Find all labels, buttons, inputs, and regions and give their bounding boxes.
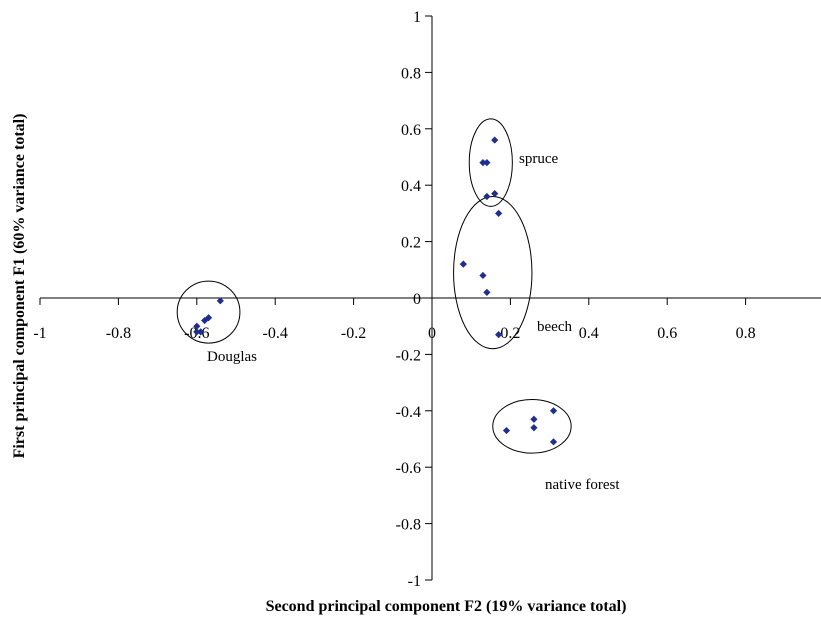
data-point <box>483 192 491 201</box>
data-point <box>530 415 538 423</box>
cluster-ellipses <box>176 118 572 454</box>
data-point <box>479 159 487 167</box>
x-tick-label: 0.6 <box>657 325 677 342</box>
x-tick-label: 0.4 <box>579 325 599 342</box>
x-tick-label: -0.8 <box>106 325 131 342</box>
cluster-ellipse <box>468 118 513 207</box>
y-tick-label: -0.2 <box>396 347 421 364</box>
y-tick-label: 0.4 <box>401 178 421 195</box>
data-point <box>201 316 209 325</box>
data-point <box>483 159 491 167</box>
y-tick-label: -0.4 <box>396 404 421 421</box>
axes <box>39 15 821 581</box>
tick-labels: -1 -0.8 -0.6 -0.4 -0.2 0 0.2 0.4 0.6 0.8 1 0.8 0.6 0.… <box>33 9 755 590</box>
x-axis-title: Second principal component F2 (19% varia… <box>266 598 627 615</box>
data-point <box>479 271 487 280</box>
y-tick-label: 1 <box>413 9 421 26</box>
cluster-label: beech <box>537 319 572 335</box>
x-tick-label: 0 <box>428 325 436 342</box>
data-point <box>483 288 491 296</box>
data-point <box>491 190 499 198</box>
data-point <box>549 438 558 446</box>
cluster-label: native forest <box>545 477 620 493</box>
data-point <box>459 260 467 268</box>
data-point <box>197 328 205 336</box>
y-tick-label: -0.8 <box>396 517 421 534</box>
y-tick-label: 0.8 <box>401 65 421 82</box>
cluster-labels: Douglas spruce beech native forest <box>207 151 620 493</box>
data-point <box>193 322 201 330</box>
data-point <box>491 136 499 144</box>
cluster-label: Douglas <box>207 349 257 365</box>
cluster-ellipse <box>176 280 241 344</box>
x-tick-label: -1 <box>33 325 46 342</box>
y-tick-label: -1 <box>408 573 421 590</box>
data-point <box>495 209 503 217</box>
x-tick-label: -0.2 <box>341 325 366 342</box>
y-tick-label: -0.6 <box>396 460 421 477</box>
data-point <box>216 297 224 305</box>
data-point <box>193 328 201 336</box>
x-tick-label: 0.2 <box>500 325 520 342</box>
y-axis-title: First principal component F1 (60% varian… <box>11 114 28 459</box>
y-tick-label: 0 <box>413 291 421 308</box>
data-points <box>193 136 558 446</box>
cluster-ellipse <box>492 399 572 454</box>
x-tick-label: 0.8 <box>736 325 756 342</box>
y-tick-label: 0.2 <box>401 235 421 252</box>
y-tick-label: 0.6 <box>401 122 421 139</box>
data-point <box>495 331 503 339</box>
data-point <box>502 426 511 435</box>
data-point <box>530 424 538 432</box>
x-tick-label: -0.4 <box>263 325 288 342</box>
data-point <box>549 407 558 415</box>
cluster-label: spruce <box>519 151 558 167</box>
cluster-ellipse <box>453 195 533 350</box>
data-point <box>204 314 213 322</box>
